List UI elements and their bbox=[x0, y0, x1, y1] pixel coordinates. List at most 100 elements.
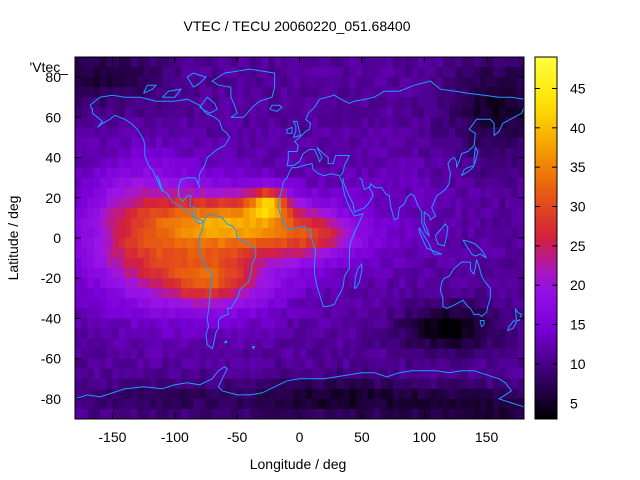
heatmap-cell bbox=[212, 117, 220, 128]
heatmap-cell bbox=[467, 258, 475, 269]
heatmap-cell bbox=[393, 308, 400, 320]
heatmap-cell bbox=[174, 408, 182, 419]
heatmap-cell bbox=[255, 127, 263, 139]
heatmap-cell bbox=[393, 97, 400, 108]
heatmap-cell bbox=[355, 308, 363, 320]
heatmap-cell bbox=[511, 358, 519, 370]
heatmap-cell bbox=[336, 167, 344, 179]
heatmap-cell bbox=[355, 117, 363, 128]
heatmap-cell bbox=[361, 358, 369, 370]
heatmap-cell bbox=[112, 358, 120, 370]
heatmap-cell bbox=[386, 137, 394, 149]
heatmap-cell bbox=[199, 57, 207, 68]
heatmap-cell bbox=[230, 227, 238, 239]
heatmap-cell bbox=[75, 187, 82, 199]
heatmap-cell bbox=[230, 87, 238, 98]
heatmap-cell bbox=[124, 147, 132, 159]
heatmap-cell bbox=[411, 378, 419, 390]
heatmap-cell bbox=[386, 117, 394, 128]
heatmap-cell bbox=[343, 77, 350, 88]
heatmap-cell bbox=[374, 137, 382, 149]
heatmap-cell bbox=[262, 388, 269, 400]
heatmap-cell bbox=[75, 268, 82, 279]
coastline-overlay bbox=[75, 68, 524, 408]
heatmap-cell bbox=[299, 227, 307, 239]
heatmap-cell bbox=[517, 67, 524, 78]
heatmap-cell bbox=[106, 288, 114, 299]
heatmap-cell bbox=[243, 348, 251, 360]
heatmap-cell bbox=[343, 227, 350, 239]
heatmap-cell bbox=[168, 378, 176, 390]
y-tick-label: 0 bbox=[53, 230, 61, 246]
heatmap-cell bbox=[174, 238, 182, 249]
heatmap-cell bbox=[181, 67, 188, 78]
heatmap-cell bbox=[87, 57, 95, 68]
heatmap-cell bbox=[417, 187, 425, 199]
heatmap-cell bbox=[106, 127, 114, 139]
heatmap-cell bbox=[467, 177, 475, 189]
heatmap-cell bbox=[480, 388, 488, 400]
heatmap-cell bbox=[474, 67, 481, 78]
coastline bbox=[286, 80, 524, 166]
heatmap-cell bbox=[149, 107, 157, 118]
heatmap-cell bbox=[399, 147, 407, 159]
heatmap-cell bbox=[474, 217, 481, 229]
heatmap-cell bbox=[280, 388, 288, 400]
heatmap-cell bbox=[405, 308, 413, 320]
heatmap-cell bbox=[361, 77, 369, 88]
heatmap-cell bbox=[81, 368, 89, 380]
heatmap-cell bbox=[75, 77, 82, 88]
heatmap-cell bbox=[124, 207, 132, 219]
heatmap-cell bbox=[461, 388, 469, 400]
heatmap-cell bbox=[230, 398, 238, 410]
heatmap-cell bbox=[361, 378, 369, 390]
heatmap-cell bbox=[293, 408, 301, 419]
heatmap-cell bbox=[499, 338, 506, 350]
heatmap-cell bbox=[299, 298, 307, 309]
heatmap-cell bbox=[474, 197, 481, 209]
heatmap-cell bbox=[81, 97, 89, 108]
heatmap-cell bbox=[517, 368, 524, 380]
heatmap-cell bbox=[511, 388, 519, 400]
heatmap-cell bbox=[361, 328, 369, 340]
heatmap-cell bbox=[355, 288, 363, 299]
heatmap-cell bbox=[436, 227, 444, 239]
heatmap-cell bbox=[218, 408, 226, 419]
heatmap-cell bbox=[205, 348, 213, 360]
heatmap-cell bbox=[405, 57, 413, 68]
heatmap-cell bbox=[99, 67, 107, 78]
heatmap-cell bbox=[162, 298, 170, 309]
heatmap-cell bbox=[174, 207, 182, 219]
heatmap-cell bbox=[199, 107, 207, 118]
heatmap-cell bbox=[112, 288, 120, 299]
heatmap-cell bbox=[430, 378, 438, 390]
heatmap-cell bbox=[268, 358, 276, 370]
heatmap-cell bbox=[168, 338, 176, 350]
heatmap-cell bbox=[424, 398, 432, 410]
heatmap-cell bbox=[143, 217, 151, 229]
heatmap-cell bbox=[162, 117, 170, 128]
heatmap-cell bbox=[311, 67, 319, 78]
heatmap-cell bbox=[124, 408, 132, 419]
heatmap-cell bbox=[424, 167, 432, 179]
heatmap-cell bbox=[430, 368, 438, 380]
heatmap-cell bbox=[374, 408, 382, 419]
heatmap-cell bbox=[268, 308, 276, 320]
heatmap-cell bbox=[424, 268, 432, 279]
heatmap-cell bbox=[168, 368, 176, 380]
heatmap-cell bbox=[461, 197, 469, 209]
heatmap-cell bbox=[106, 258, 114, 269]
heatmap-cell bbox=[449, 248, 457, 259]
heatmap-cell bbox=[305, 227, 313, 239]
heatmap-cell bbox=[137, 177, 145, 189]
heatmap-cell bbox=[205, 127, 213, 139]
heatmap-cell bbox=[93, 388, 101, 400]
heatmap-cell bbox=[149, 368, 157, 380]
heatmap-cell bbox=[368, 268, 375, 279]
heatmap-cell bbox=[168, 207, 176, 219]
heatmap-cell bbox=[455, 328, 463, 340]
heatmap-cell bbox=[511, 308, 519, 320]
heatmap-cell bbox=[474, 137, 481, 149]
heatmap-cell bbox=[442, 87, 450, 98]
heatmap-cell bbox=[499, 97, 506, 108]
